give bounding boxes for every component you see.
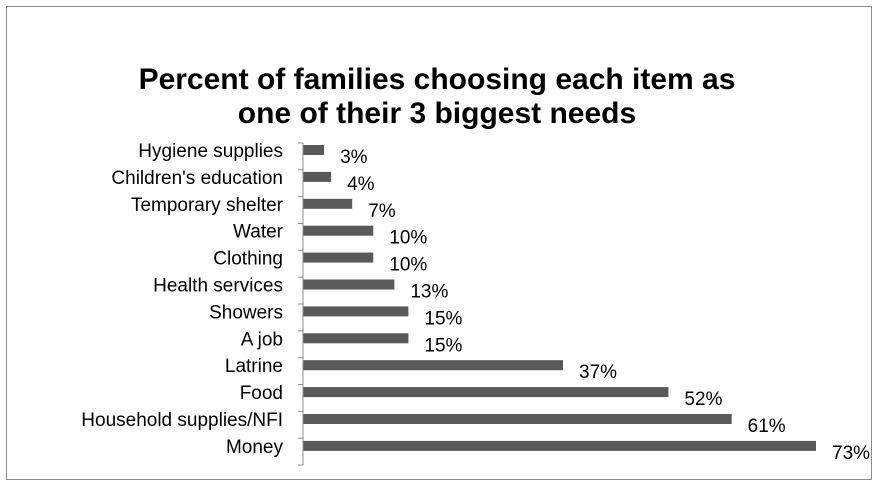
bar [303, 360, 564, 371]
data-label: 73% [832, 443, 870, 464]
bar [303, 306, 409, 317]
data-label: 15% [424, 308, 462, 329]
bars-layer: Hygiene supplies 3% Children's education 4%… [81, 141, 870, 464]
category-label: Water [233, 222, 284, 243]
category-label: Food [240, 383, 283, 404]
data-label: 10% [389, 228, 427, 249]
bar [303, 225, 374, 236]
bar [303, 252, 374, 263]
bar [303, 333, 409, 344]
category-label: Health services [153, 276, 283, 297]
category-label: Household supplies/NFI [81, 410, 283, 431]
data-label: 13% [410, 282, 448, 303]
category-label: Showers [209, 302, 283, 323]
chart-title-line-1: Percent of families choosing each item a… [138, 63, 736, 96]
bar [303, 414, 732, 424]
category-label: Hygiene supplies [138, 141, 283, 162]
data-label: 4% [347, 174, 375, 195]
category-label: Clothing [213, 249, 283, 270]
bar [303, 145, 325, 155]
data-label: 7% [368, 201, 396, 222]
data-label: 10% [389, 255, 427, 276]
bar [303, 198, 353, 209]
data-label: 52% [684, 389, 722, 410]
data-label: 3% [340, 147, 368, 168]
category-label: Children's education [111, 168, 283, 189]
chart-title-line-2: one of their 3 biggest needs [237, 97, 637, 130]
bar [303, 440, 816, 451]
chart-frame: Percent of families choosing each item a… [6, 6, 872, 480]
data-label: 37% [579, 362, 617, 383]
bar [303, 171, 332, 182]
chart-title: Percent of families choosing each item a… [7, 63, 867, 131]
bar [303, 279, 395, 290]
bar [303, 387, 669, 398]
data-label: 61% [748, 416, 786, 437]
category-label: Latrine [225, 356, 283, 377]
bar-chart: Hygiene supplies 3% Children's education 4%… [81, 141, 870, 466]
data-label: 15% [424, 335, 462, 356]
category-label: Temporary shelter [131, 195, 284, 216]
category-label: A job [241, 329, 283, 350]
category-label: Money [226, 437, 284, 458]
y-ticks-layer [298, 142, 303, 466]
